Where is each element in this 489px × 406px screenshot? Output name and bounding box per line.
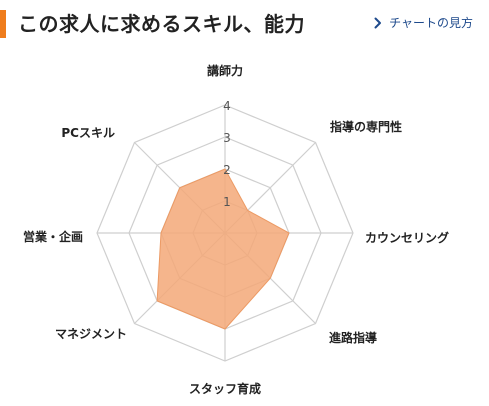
- title-accent-bar: [0, 10, 6, 38]
- section-title: この求人に求めるスキル、能力: [18, 12, 305, 36]
- axis-label: スタッフ育成: [189, 381, 261, 396]
- tick-label: 1: [223, 195, 231, 209]
- axis-label: カウンセリング: [365, 230, 449, 245]
- axis-label: PCスキル: [61, 126, 115, 140]
- axis-label: 指導の専門性: [330, 119, 402, 134]
- tick-label: 3: [223, 131, 231, 145]
- axis-label: 営業・企画: [23, 229, 83, 244]
- tick-label: 4: [223, 99, 231, 113]
- chevron-right-icon: [374, 17, 382, 28]
- section-header: この求人に求めるスキル、能力 チャートの見方: [0, 0, 489, 46]
- data-polygon: [156, 168, 290, 330]
- chart-guide-link-label: チャートの見方: [389, 16, 473, 30]
- axis-label: 進路指導: [329, 330, 377, 345]
- chart-guide-link[interactable]: チャートの見方: [374, 14, 473, 31]
- axis-label: 講師力: [207, 63, 243, 78]
- tick-labels: 1 2 3 4: [223, 99, 231, 209]
- axis-label: マネジメント: [55, 327, 127, 341]
- tick-label: 2: [223, 163, 231, 177]
